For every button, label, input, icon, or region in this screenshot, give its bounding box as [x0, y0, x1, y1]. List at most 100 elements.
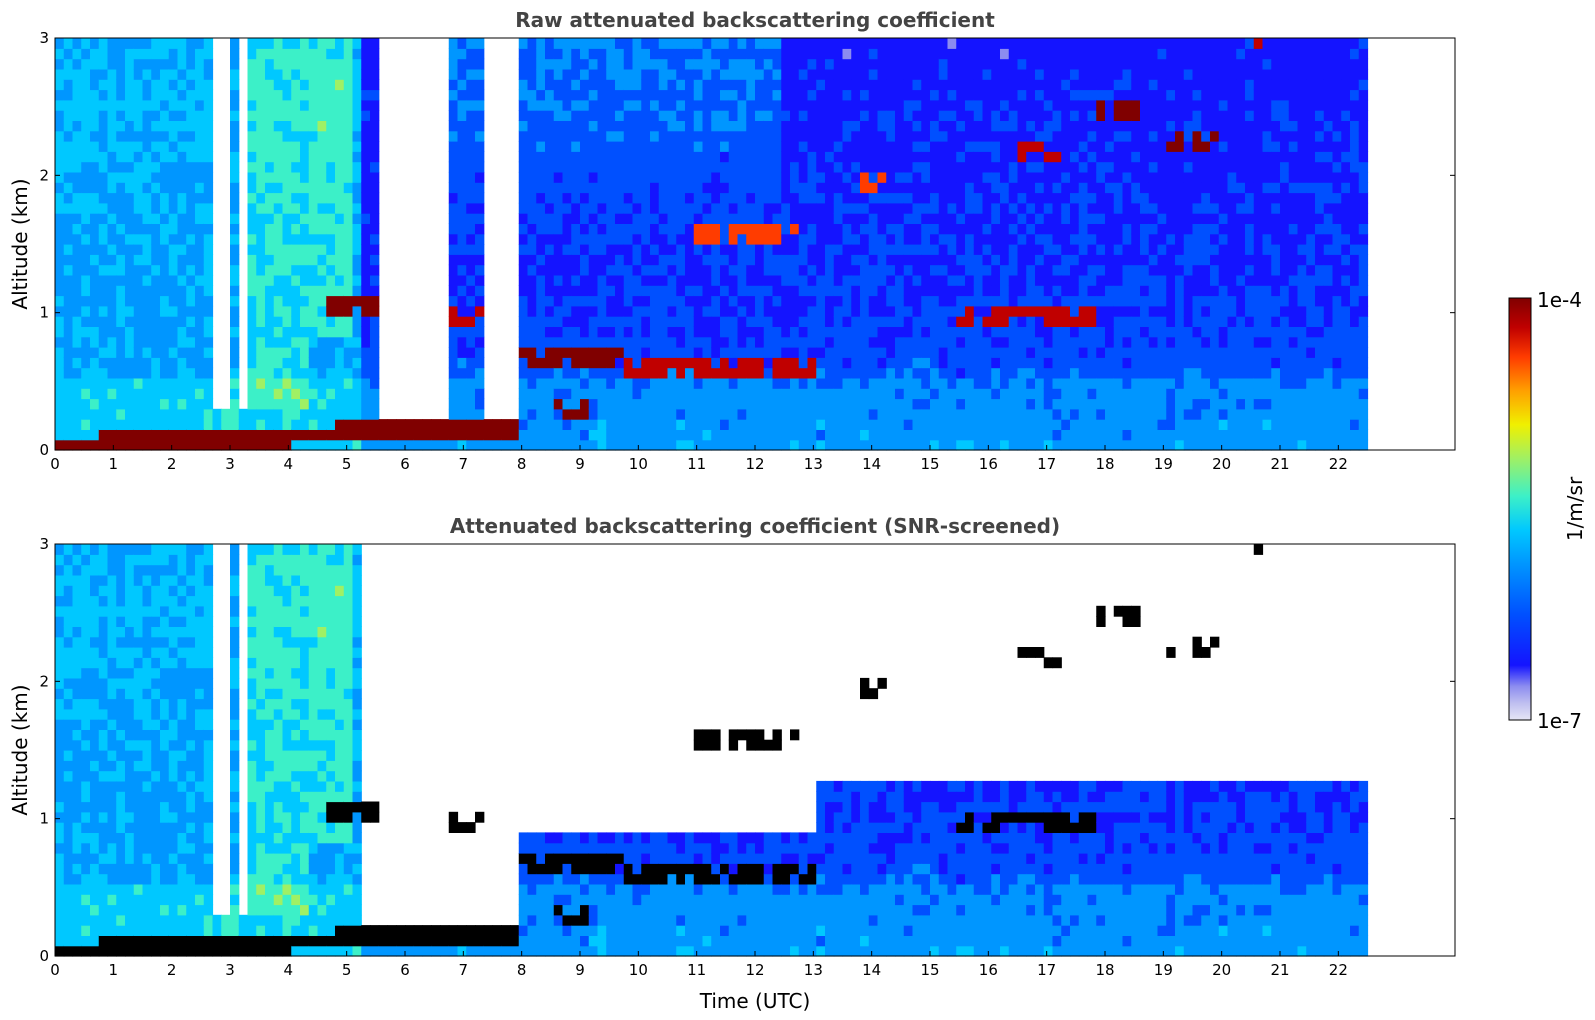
heat-cell — [720, 130, 730, 142]
heat-cell — [1166, 326, 1176, 338]
heat-cell — [90, 141, 100, 152]
heat-cell — [317, 192, 327, 204]
heat-cell — [825, 233, 835, 245]
heat-cell — [676, 377, 686, 389]
heat-cell — [265, 326, 275, 338]
heat-cell — [352, 141, 362, 152]
heat-cell — [1210, 182, 1220, 194]
heat-cell — [1245, 120, 1255, 132]
heat-cell — [1096, 295, 1106, 307]
heat-cell — [641, 274, 651, 286]
heat-cell — [475, 357, 485, 369]
heat-cell — [877, 161, 887, 173]
heat-cell — [720, 141, 730, 152]
heat-cell — [658, 48, 669, 60]
heat-cell — [63, 161, 74, 173]
heat-cell — [203, 223, 214, 235]
heat-cell — [772, 377, 782, 389]
heat-cell — [195, 120, 205, 132]
heat-cell — [632, 171, 642, 183]
heat-cell — [746, 439, 756, 451]
heat-cell — [702, 38, 712, 49]
heat-cell — [571, 316, 581, 327]
heat-cell — [763, 99, 774, 111]
heat-cell — [518, 38, 529, 49]
heat-cell — [1043, 120, 1054, 132]
heat-cell — [842, 120, 852, 132]
heat-cell — [1245, 347, 1255, 358]
heat-cell — [72, 110, 82, 121]
heat-cell — [256, 408, 266, 420]
heat-cell — [650, 336, 660, 348]
heat-cell — [63, 429, 74, 441]
heat-cell — [1008, 377, 1019, 389]
heat-cell — [711, 110, 721, 121]
heat-cell — [1192, 326, 1202, 338]
heat-cell — [658, 264, 669, 276]
heat-cell — [1245, 264, 1255, 276]
heat-cell — [553, 89, 564, 101]
heat-cell — [728, 89, 739, 101]
heat-cell — [107, 398, 117, 410]
heat-cell — [886, 347, 896, 358]
heat-cell — [685, 244, 695, 255]
heat-cell — [965, 367, 975, 379]
heat-cell — [1035, 336, 1045, 348]
heat-cell — [1253, 336, 1264, 348]
heat-cell — [991, 223, 1001, 235]
heat-cell — [623, 419, 634, 430]
heat-cell — [1210, 336, 1220, 348]
heat-cell — [186, 347, 196, 358]
heat-cell — [186, 202, 196, 214]
heat-cell — [991, 305, 1001, 317]
heat-cell — [763, 295, 774, 307]
heat-cell — [457, 295, 467, 307]
heat-cell — [370, 357, 380, 369]
heat-cell — [1017, 99, 1027, 111]
heat-cell — [81, 141, 91, 152]
heat-cell — [973, 244, 984, 255]
heat-cell — [676, 429, 686, 441]
heat-cell — [720, 336, 730, 348]
heat-cell — [860, 357, 870, 369]
heat-cell — [1201, 429, 1211, 441]
heat-cell — [851, 58, 861, 70]
heat-cell — [1262, 182, 1272, 194]
heat-cell — [203, 326, 214, 338]
heat-cell — [606, 38, 616, 49]
heat-cell — [1148, 130, 1159, 142]
heat-cell — [1227, 223, 1237, 235]
heat-cell — [632, 347, 642, 358]
heat-cell — [807, 171, 817, 183]
heat-cell — [308, 182, 319, 194]
heat-cell — [711, 79, 721, 91]
heat-cell — [790, 336, 800, 348]
heat-cell — [1157, 295, 1167, 307]
heat-cell — [466, 408, 476, 420]
heat-cell — [116, 182, 126, 194]
heat-cell — [781, 58, 791, 70]
heat-cell — [720, 110, 730, 121]
heat-cell — [1175, 419, 1185, 430]
heat-cell — [658, 58, 669, 70]
heat-cell — [842, 202, 852, 214]
heat-cell — [956, 274, 966, 286]
heat-cell — [798, 429, 809, 441]
heat-cell — [711, 48, 721, 60]
heat-cell — [851, 151, 861, 163]
heat-cell — [116, 264, 126, 276]
heat-cell — [728, 367, 739, 379]
heat-cell — [1175, 367, 1185, 379]
heat-cell — [195, 244, 205, 255]
heat-cell — [160, 439, 170, 451]
heat-cell — [1166, 429, 1176, 441]
heat-cell — [615, 264, 625, 276]
heat-cell — [230, 171, 240, 183]
heat-cell — [737, 213, 747, 224]
heat-cell — [125, 182, 135, 194]
heat-cell — [125, 130, 135, 142]
heat-cell — [352, 244, 362, 255]
heat-cell — [518, 151, 529, 163]
heat-cell — [562, 419, 572, 430]
heat-cell — [597, 120, 607, 132]
